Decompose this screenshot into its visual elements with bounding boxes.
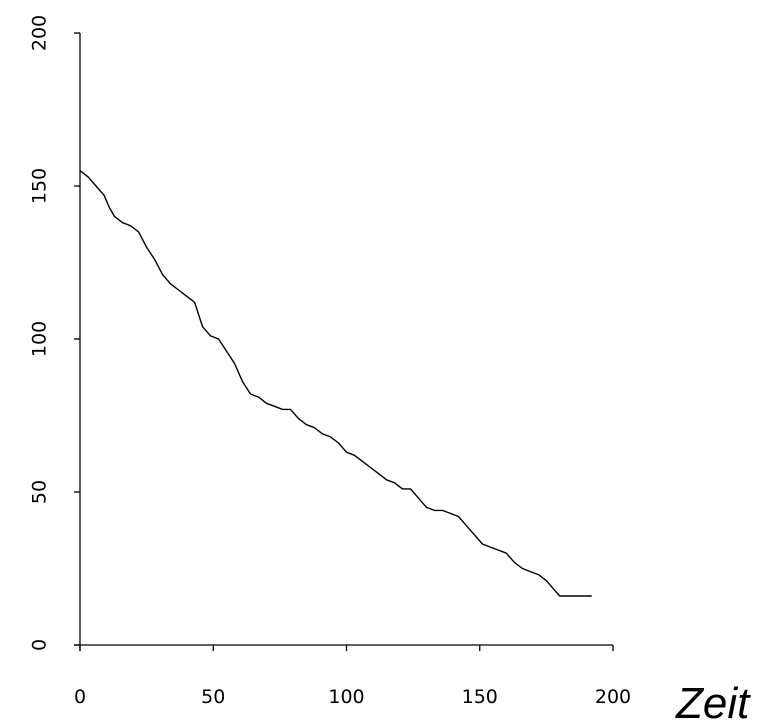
x-tick-label: 50 [201,686,225,708]
y-tick-label: 50 [29,480,51,504]
y-tick-labels: 0 50 100 150 200 [29,15,51,651]
x-axis-label: Zeit [675,679,751,725]
y-tick-label: 150 [29,168,51,204]
x-tick-label: 100 [328,686,364,708]
series-group [79,170,592,597]
x-tick-labels: 0 50 100 150 200 [74,686,631,708]
y-tick-label: 200 [29,15,51,51]
x-tick-label: 0 [74,686,86,708]
tick-marks [74,32,614,651]
x-tick-label: 150 [462,686,498,708]
y-tick-label: 0 [29,639,51,651]
y-tick-label: 100 [29,321,51,357]
series-line [79,170,592,597]
x-tick-label: 200 [595,686,631,708]
axes [74,33,613,651]
